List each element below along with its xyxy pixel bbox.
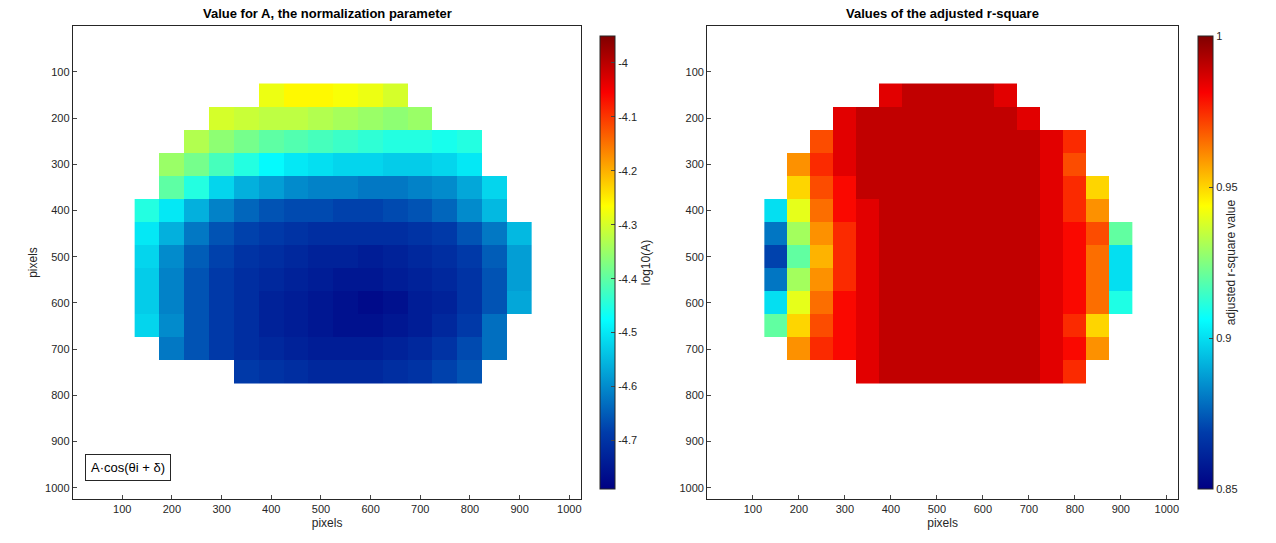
svg-text:800: 800 <box>1066 503 1084 515</box>
svg-text:200: 200 <box>163 503 181 515</box>
svg-text:Values of the adjusted r-squar: Values of the adjusted r-square <box>846 6 1039 21</box>
svg-text:900: 900 <box>510 503 528 515</box>
svg-text:500: 500 <box>312 503 330 515</box>
svg-text:900: 900 <box>51 435 69 447</box>
svg-text:-4.1: -4.1 <box>618 111 637 123</box>
svg-text:-4.7: -4.7 <box>618 434 637 446</box>
svg-text:400: 400 <box>686 204 704 216</box>
svg-text:1000: 1000 <box>679 482 703 494</box>
svg-text:log10(A): log10(A) <box>639 240 653 285</box>
svg-text:A·cos(θi + δ): A·cos(θi + δ) <box>91 460 165 475</box>
svg-text:900: 900 <box>686 435 704 447</box>
svg-text:800: 800 <box>686 389 704 401</box>
svg-text:500: 500 <box>51 251 69 263</box>
svg-text:600: 600 <box>361 503 379 515</box>
svg-text:100: 100 <box>113 503 131 515</box>
svg-text:300: 300 <box>51 158 69 170</box>
svg-text:600: 600 <box>686 297 704 309</box>
svg-text:adjusted r-square value: adjusted r-square value <box>1224 199 1238 325</box>
svg-text:300: 300 <box>836 503 854 515</box>
svg-text:500: 500 <box>928 503 946 515</box>
svg-text:200: 200 <box>790 503 808 515</box>
svg-text:200: 200 <box>51 112 69 124</box>
svg-text:-4.5: -4.5 <box>618 326 637 338</box>
svg-text:500: 500 <box>686 251 704 263</box>
svg-text:700: 700 <box>686 343 704 355</box>
svg-text:-4: -4 <box>618 57 628 69</box>
svg-text:600: 600 <box>974 503 992 515</box>
svg-text:pixels: pixels <box>312 516 343 530</box>
svg-text:800: 800 <box>51 389 69 401</box>
svg-text:400: 400 <box>51 204 69 216</box>
svg-text:900: 900 <box>1112 503 1130 515</box>
svg-text:0.85: 0.85 <box>1216 483 1237 495</box>
svg-text:600: 600 <box>51 297 69 309</box>
svg-text:-4.3: -4.3 <box>618 219 637 231</box>
svg-text:700: 700 <box>411 503 429 515</box>
svg-text:200: 200 <box>686 112 704 124</box>
svg-text:100: 100 <box>51 66 69 78</box>
svg-text:700: 700 <box>1020 503 1038 515</box>
svg-text:0.9: 0.9 <box>1216 332 1231 344</box>
svg-text:1000: 1000 <box>1155 503 1179 515</box>
svg-text:300: 300 <box>212 503 230 515</box>
svg-text:300: 300 <box>686 158 704 170</box>
svg-text:pixels: pixels <box>927 516 958 530</box>
svg-text:400: 400 <box>262 503 280 515</box>
svg-text:100: 100 <box>744 503 762 515</box>
svg-text:pixels: pixels <box>26 247 40 278</box>
svg-text:-4.4: -4.4 <box>618 273 637 285</box>
svg-text:700: 700 <box>51 343 69 355</box>
svg-text:1: 1 <box>1216 30 1222 42</box>
svg-text:0.95: 0.95 <box>1216 181 1237 193</box>
svg-text:1000: 1000 <box>557 503 581 515</box>
svg-text:-4.2: -4.2 <box>618 165 637 177</box>
svg-text:1000: 1000 <box>45 482 69 494</box>
svg-text:400: 400 <box>882 503 900 515</box>
svg-text:800: 800 <box>461 503 479 515</box>
svg-text:-4.6: -4.6 <box>618 380 637 392</box>
svg-text:100: 100 <box>686 66 704 78</box>
svg-text:Value for A, the normalization: Value for A, the normalization parameter <box>203 6 452 21</box>
